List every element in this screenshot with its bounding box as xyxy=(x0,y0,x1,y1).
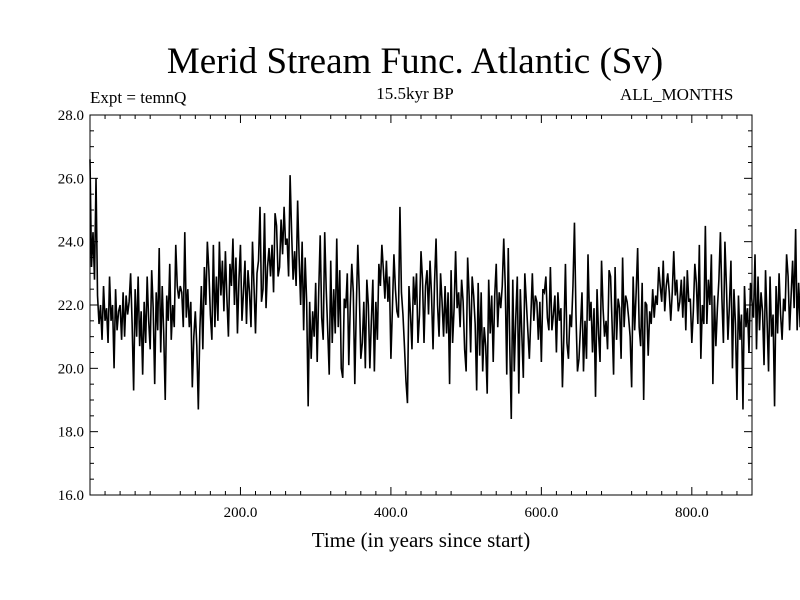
months-label: ALL_MONTHS xyxy=(620,85,734,104)
y-tick-label: 16.0 xyxy=(58,488,84,504)
plot-frame xyxy=(89,114,753,496)
x-tick-label: 600.0 xyxy=(524,505,558,521)
x-tick-label: 800.0 xyxy=(675,505,709,521)
series-line xyxy=(89,159,800,420)
y-tick-label: 22.0 xyxy=(58,298,84,314)
y-tick-label: 24.0 xyxy=(58,235,84,251)
x-axis-label: Time (in years since start) xyxy=(311,528,531,552)
chart-title: Merid Stream Func. Atlantic (Sv) xyxy=(166,41,664,82)
y-tick-label: 18.0 xyxy=(58,425,84,441)
chart-subtitle: 15.5kyr BP xyxy=(376,84,454,103)
y-tick-label: 20.0 xyxy=(58,361,84,377)
x-tick-label: 200.0 xyxy=(224,505,258,521)
x-tick-label: 400.0 xyxy=(374,505,408,521)
experiment-label: Expt = temnQ xyxy=(90,88,187,107)
y-tick-label: 28.0 xyxy=(58,108,84,124)
y-tick-label: 26.0 xyxy=(58,171,84,187)
